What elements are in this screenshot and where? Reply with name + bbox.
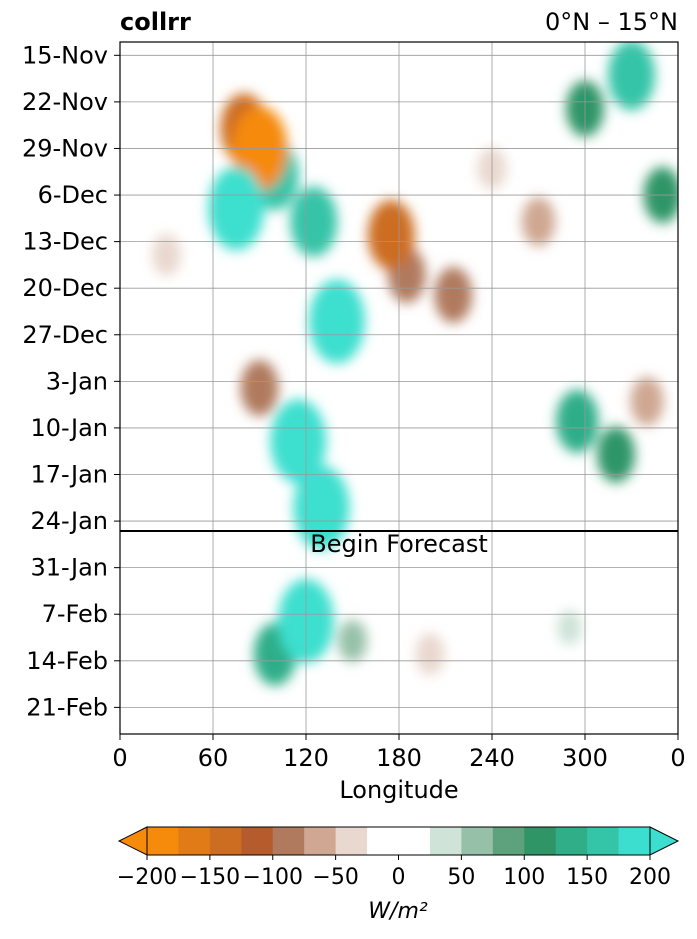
x-tick-label: 120: [283, 744, 329, 772]
anomaly-feature: [290, 186, 338, 257]
anomaly-feature: [293, 465, 350, 550]
anomaly-feature: [630, 376, 664, 426]
y-tick-label: 27-Dec: [22, 321, 108, 349]
y-tick-label: 24-Jan: [30, 507, 108, 535]
anomaly-feature: [608, 42, 655, 111]
y-tick-label: 6-Dec: [38, 181, 108, 209]
colorbar-segment: [241, 827, 274, 855]
colorbar-segment: [304, 827, 337, 855]
y-tick-label: 17-Jan: [30, 461, 108, 489]
anomaly-feature: [338, 619, 367, 662]
colorbar-segment: [209, 827, 242, 855]
colorbar-min-extend: [117, 826, 148, 856]
y-tick-label: 15-Nov: [22, 41, 108, 69]
anomaly-feature: [597, 426, 635, 483]
y-axis: 15-Nov 22-Nov 29-Nov 6-Dec 13-Dec 20-Dec 27-De…: [22, 41, 120, 721]
colorbar-max-extend: [649, 826, 680, 856]
x-axis-label: Longitude: [339, 776, 458, 804]
anomaly-feature: [270, 399, 327, 484]
x-tick-label: 0: [112, 744, 127, 772]
y-tick-label: 22-Nov: [22, 88, 108, 116]
colorbar-tick-label: −150: [180, 865, 240, 890]
x-tick-label: 0: [670, 744, 685, 772]
colorbar-tick-label: 0: [392, 865, 406, 890]
chart-title: collrr: [120, 8, 191, 36]
anomaly-feature: [557, 610, 582, 646]
anomaly-feature: [240, 360, 279, 416]
colorbar-segment: [147, 827, 179, 855]
anomaly-feature: [434, 266, 473, 323]
x-tick-label: 180: [376, 744, 422, 772]
begin-forecast-label: Begin Forecast: [310, 530, 488, 558]
colorbar-segment: [272, 827, 305, 855]
colorbar-segment: [367, 827, 431, 855]
y-tick-label: 3-Jan: [46, 367, 108, 395]
colorbar-segment: [492, 827, 525, 855]
colorbar-tick-label: −200: [117, 865, 177, 890]
anomaly-feature: [521, 197, 556, 247]
y-tick-label: 29-Nov: [22, 134, 108, 162]
colorbar-segment: [524, 827, 557, 855]
y-tick-label: 31-Jan: [30, 554, 108, 582]
y-tick-label: 20-Dec: [22, 274, 108, 302]
x-tick-label: 60: [198, 744, 229, 772]
anomaly-feature: [415, 633, 445, 676]
colorbar-segment: [429, 827, 462, 855]
y-tick-label: 13-Dec: [22, 228, 108, 256]
x-tick-label: 300: [562, 744, 608, 772]
anomaly-feature: [152, 233, 181, 276]
y-tick-label: 10-Jan: [30, 414, 108, 442]
colorbar-label: W/m²: [368, 899, 428, 924]
x-axis: 0 60 120 180 240 300 0: [112, 734, 686, 772]
colorbar-segment: [461, 827, 494, 855]
colorbar-segment: [587, 827, 620, 855]
colorbar-segment: [555, 827, 588, 855]
colorbar-tick-label: −50: [312, 865, 358, 890]
y-tick-label: 14-Feb: [26, 647, 108, 675]
anomaly-feature: [556, 389, 599, 453]
colorbar-segment: [618, 827, 651, 855]
colorbar-tick-label: 100: [503, 865, 545, 890]
y-tick-label: 7-Feb: [42, 600, 108, 628]
colorbar-tick-label: 200: [629, 865, 671, 890]
colorbar-segment: [178, 827, 211, 855]
colorbar-tick-label: −100: [243, 865, 303, 890]
colorbar-segment: [335, 827, 368, 855]
colorbar-tick-label: 50: [447, 865, 475, 890]
colorbar-tick-label: 150: [566, 865, 608, 890]
anomaly-feature: [208, 166, 265, 251]
colorbar: −200 −150 −100 −50 0 50 100 150 200: [117, 826, 680, 890]
chart-subtitle: 0°N – 15°N: [545, 8, 678, 36]
y-tick-label: 21-Feb: [26, 693, 108, 721]
anomaly-feature: [367, 199, 415, 270]
x-tick-label: 240: [469, 744, 515, 772]
anomaly-feature: [309, 279, 365, 364]
